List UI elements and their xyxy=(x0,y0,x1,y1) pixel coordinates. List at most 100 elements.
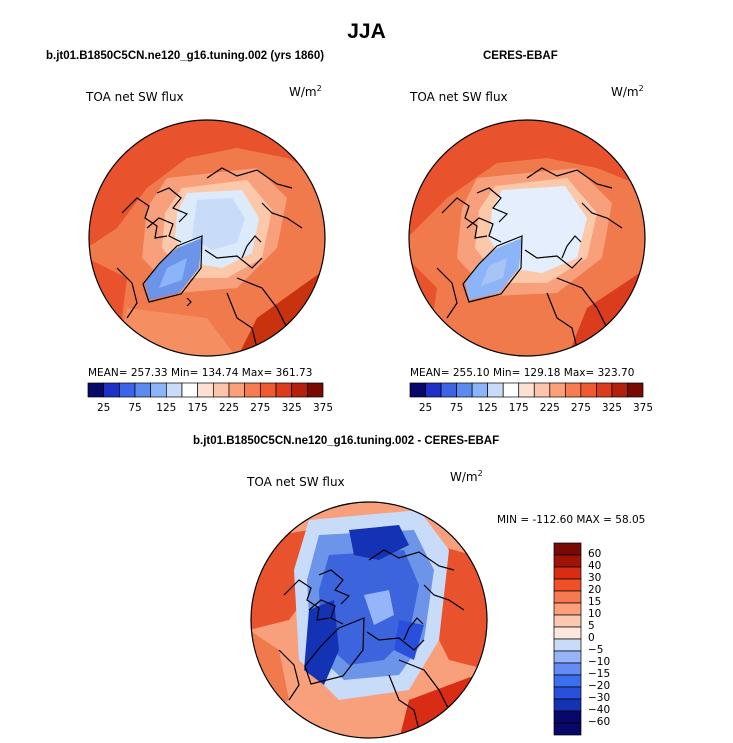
units-exponent: 2 xyxy=(477,469,483,478)
colorbar-cell xyxy=(197,382,214,398)
map-region-dark-blue xyxy=(304,600,339,685)
colorbar-cell xyxy=(409,382,426,398)
panel-obs-map xyxy=(408,119,646,357)
panel-diff-stats: MIN = -112.60 MAX = 58.05 xyxy=(497,514,646,526)
colorbar-tick-label: 325 xyxy=(601,402,622,414)
colorbar-cell xyxy=(291,382,308,398)
colorbar-cell xyxy=(425,382,442,398)
units-base: W/m xyxy=(450,470,478,484)
colorbar-cell xyxy=(553,650,582,664)
colorbar-cell xyxy=(611,382,628,398)
colorbar-cell xyxy=(87,382,105,398)
colorbar-cell xyxy=(471,382,489,398)
panel-diff-field-label: TOA net SW flux xyxy=(247,475,345,489)
map-border xyxy=(88,119,326,357)
panel-diff-units: W/m2 xyxy=(450,469,483,484)
map-region-red xyxy=(409,120,645,238)
panel-diff-colorbar xyxy=(553,542,582,736)
colorbar-tick-label: 275 xyxy=(250,402,271,414)
colorbar-cell xyxy=(596,382,613,398)
panel-model-units: W/m2 xyxy=(289,84,322,99)
panel-model-field-label: TOA net SW flux xyxy=(86,90,184,104)
units-exponent: 2 xyxy=(316,84,322,93)
colorbar-cell xyxy=(275,382,293,398)
colorbar-tick-label: 60 xyxy=(588,548,602,560)
colorbar-cell xyxy=(553,542,582,556)
map-region-light-blue xyxy=(192,198,245,250)
colorbar-cell xyxy=(228,382,246,398)
colorbar-cell xyxy=(553,710,582,724)
colorbar-tick-label: −15 xyxy=(588,668,611,680)
colorbar-tick-label: 275 xyxy=(570,402,591,414)
panel-model-colorbar-labels: 25 75 125 175 225 275 325 375 xyxy=(88,402,333,416)
map-coastlines xyxy=(436,167,628,349)
panel-diff-map xyxy=(250,501,488,739)
colorbar-tick-label: 20 xyxy=(588,584,602,596)
units-exponent: 2 xyxy=(638,84,644,93)
map-region-dark-blue xyxy=(394,620,424,660)
colorbar-tick-label: 225 xyxy=(218,402,240,414)
colorbar-tick-label: 325 xyxy=(281,402,302,414)
colorbar-cell xyxy=(627,382,644,398)
colorbar-cell xyxy=(502,382,520,398)
colorbar-cell xyxy=(564,382,582,398)
colorbar-tick-label: 375 xyxy=(312,402,334,414)
colorbar-cell xyxy=(440,382,457,398)
colorbar-tick-label: −20 xyxy=(588,680,611,692)
panel-model-colorbar xyxy=(87,382,324,398)
colorbar-cell xyxy=(150,382,167,398)
colorbar-tick-label: 225 xyxy=(539,402,560,414)
panel-diff-colorbar-labels: 60 40 30 20 15 10 5 0 −5 −10 −15 −20 −30 −40 −60 xyxy=(588,543,628,735)
colorbar-cell xyxy=(103,382,120,398)
colorbar-tick-label: 175 xyxy=(187,402,208,414)
units-base: W/m xyxy=(611,85,639,99)
colorbar-cell xyxy=(553,638,582,652)
colorbar-cell xyxy=(549,382,566,398)
colorbar-cell xyxy=(553,626,582,640)
colorbar-tick-label: 75 xyxy=(449,402,464,414)
colorbar-cell xyxy=(553,578,582,592)
colorbar-cell xyxy=(456,382,473,398)
colorbar-tick-label: 25 xyxy=(96,402,111,414)
colorbar-tick-label: −30 xyxy=(588,692,611,704)
colorbar-cell xyxy=(518,382,535,398)
colorbar-cell xyxy=(181,382,199,398)
map-border xyxy=(408,119,646,357)
units-base: W/m xyxy=(289,85,317,99)
colorbar-cell xyxy=(553,602,582,616)
colorbar-cell xyxy=(553,554,582,568)
colorbar-cell xyxy=(244,382,261,398)
colorbar-tick-label: 10 xyxy=(588,608,602,620)
colorbar-cell xyxy=(553,698,582,712)
colorbar-cell xyxy=(306,382,324,398)
panel-obs-colorbar xyxy=(409,382,644,398)
panel-obs-colorbar-labels: 25 75 125 175 225 275 325 375 xyxy=(410,402,653,416)
map-region-dark-blue xyxy=(349,525,409,560)
colorbar-cell xyxy=(553,674,582,688)
colorbar-cell xyxy=(553,722,582,736)
colorbar-tick-label: 0 xyxy=(588,632,595,644)
colorbar-cell xyxy=(259,382,277,398)
colorbar-tick-label: 75 xyxy=(128,402,142,414)
colorbar-cell xyxy=(553,686,582,700)
panel-obs-title: CERES-EBAF xyxy=(483,50,558,62)
colorbar-tick-label: −40 xyxy=(588,704,611,716)
panel-model-stats: MEAN= 257.33 Min= 134.74 Max= 361.73 xyxy=(88,367,313,379)
colorbar-cell xyxy=(212,382,230,398)
panel-model-map xyxy=(88,119,326,357)
panel-obs-units: W/m2 xyxy=(611,84,644,99)
colorbar-tick-label: 40 xyxy=(588,560,602,572)
colorbar-tick-label: 15 xyxy=(588,596,602,608)
colorbar-cell xyxy=(118,382,136,398)
map-border xyxy=(250,501,488,739)
map-region-greenland-inner xyxy=(481,258,507,286)
colorbar-tick-label: −5 xyxy=(588,644,604,656)
colorbar-tick-label: −60 xyxy=(588,716,611,728)
colorbar-tick-label: 125 xyxy=(477,402,498,414)
colorbar-tick-label: 125 xyxy=(156,402,177,414)
figure-title: JJA xyxy=(347,20,386,43)
colorbar-tick-label: 25 xyxy=(418,402,433,414)
panel-diff-title: b.jt01.B1850C5CN.ne120_g16.tuning.002 - … xyxy=(193,435,500,447)
panel-model-title: b.jt01.B1850C5CN.ne120_g16.tuning.002 (y… xyxy=(46,50,325,62)
colorbar-cell xyxy=(533,382,551,398)
